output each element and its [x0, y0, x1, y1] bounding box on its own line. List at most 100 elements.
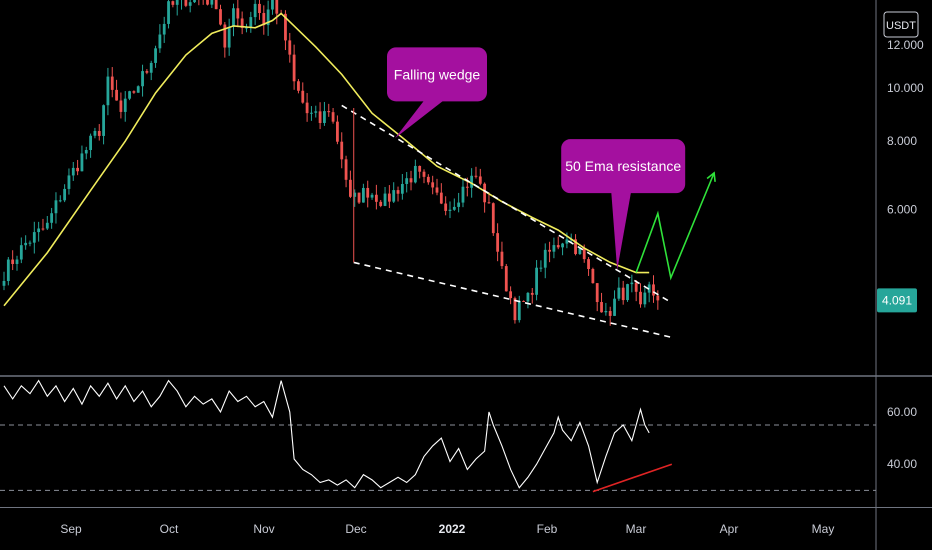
candle [227, 18, 231, 56]
price-axis: 12.000 10.000 8.000 6.000 USDT 4.091 [877, 11, 924, 313]
candle [149, 60, 153, 81]
candle [84, 146, 88, 160]
candle [63, 184, 67, 203]
time-tick-label: 2022 [439, 522, 466, 536]
ema-resistance-callout[interactable]: 50 Ema resistance [561, 139, 686, 270]
candle [305, 93, 309, 122]
candle [556, 236, 560, 250]
candle [301, 82, 305, 104]
rsi-tick-label: 40.00 [887, 457, 917, 471]
candle [522, 300, 525, 302]
candle [110, 67, 114, 98]
candle [271, 0, 274, 15]
price-tick-label: 12.000 [887, 38, 924, 52]
candle [327, 103, 331, 117]
candle [310, 106, 313, 121]
time-tick-label: Feb [537, 522, 558, 536]
falling-wedge-callout[interactable]: Falling wedge [387, 47, 487, 139]
candle [128, 90, 131, 101]
currency-badge-label: USDT [886, 20, 916, 32]
candle [634, 279, 638, 302]
candle [258, 0, 261, 20]
candle [97, 124, 101, 141]
candle [71, 161, 75, 181]
candle [400, 173, 404, 200]
candle [409, 170, 413, 191]
candle [526, 291, 530, 309]
candle [396, 186, 400, 202]
candle [600, 292, 603, 313]
ema50-line [3, 12, 650, 307]
candle [93, 127, 97, 139]
candle [439, 183, 443, 205]
candle [509, 286, 513, 305]
overlays: Falling wedge 50 Ema resistance [341, 47, 716, 339]
candle [11, 250, 15, 271]
price-tick-label: 6.000 [887, 202, 917, 216]
candle [266, 0, 270, 36]
price-tick-label: 10.000 [887, 81, 924, 95]
candle [245, 23, 248, 33]
candle [167, 0, 170, 29]
candle [210, 0, 214, 8]
candle [32, 221, 36, 254]
candle [535, 260, 538, 301]
time-axis: Sep Oct Nov Dec 2022 Feb Mar Apr May [60, 522, 834, 536]
time-tick-label: Sep [60, 522, 82, 536]
candle [297, 79, 300, 94]
candle [452, 198, 456, 211]
candle [626, 283, 629, 302]
candle [543, 243, 547, 279]
candle [491, 202, 495, 236]
candle [141, 64, 144, 97]
candle [184, 0, 188, 8]
candles [2, 0, 660, 326]
candle [383, 186, 387, 207]
candle [206, 0, 209, 6]
candle [457, 192, 461, 213]
callout-pointer [395, 99, 445, 139]
candle [28, 240, 32, 247]
time-tick-label: Mar [626, 522, 647, 536]
candle [76, 159, 80, 176]
candle [336, 115, 339, 145]
candle [89, 133, 92, 158]
candle [604, 302, 608, 316]
candle [587, 256, 590, 276]
candle [214, 0, 218, 10]
candle [578, 247, 582, 255]
candle [253, 0, 257, 25]
candle [548, 241, 551, 263]
candle [591, 267, 595, 284]
candle [405, 172, 409, 193]
candle [656, 290, 660, 310]
callout-text: 50 Ema resistance [565, 158, 681, 174]
candle [426, 174, 430, 185]
candle [374, 184, 378, 210]
candle [54, 192, 58, 224]
candle [617, 277, 621, 301]
candle [145, 69, 149, 75]
candle [366, 180, 370, 208]
candle [249, 11, 253, 33]
candle [154, 45, 157, 68]
candle [58, 195, 62, 203]
candle [175, 0, 179, 16]
candle [262, 5, 266, 35]
candle [80, 145, 84, 172]
last-price-tag: 4.091 [877, 288, 917, 313]
time-tick-label: Dec [345, 522, 366, 536]
candle [435, 178, 439, 196]
candle [323, 101, 326, 126]
price-tick-label: 8.000 [887, 134, 917, 148]
candle [331, 107, 335, 124]
time-tick-label: Oct [160, 522, 179, 536]
currency-badge[interactable]: USDT [883, 11, 919, 38]
candle [24, 235, 28, 250]
time-tick-label: May [812, 522, 835, 536]
candle [448, 201, 452, 219]
callout-pointer [611, 191, 632, 270]
candle [643, 287, 647, 308]
